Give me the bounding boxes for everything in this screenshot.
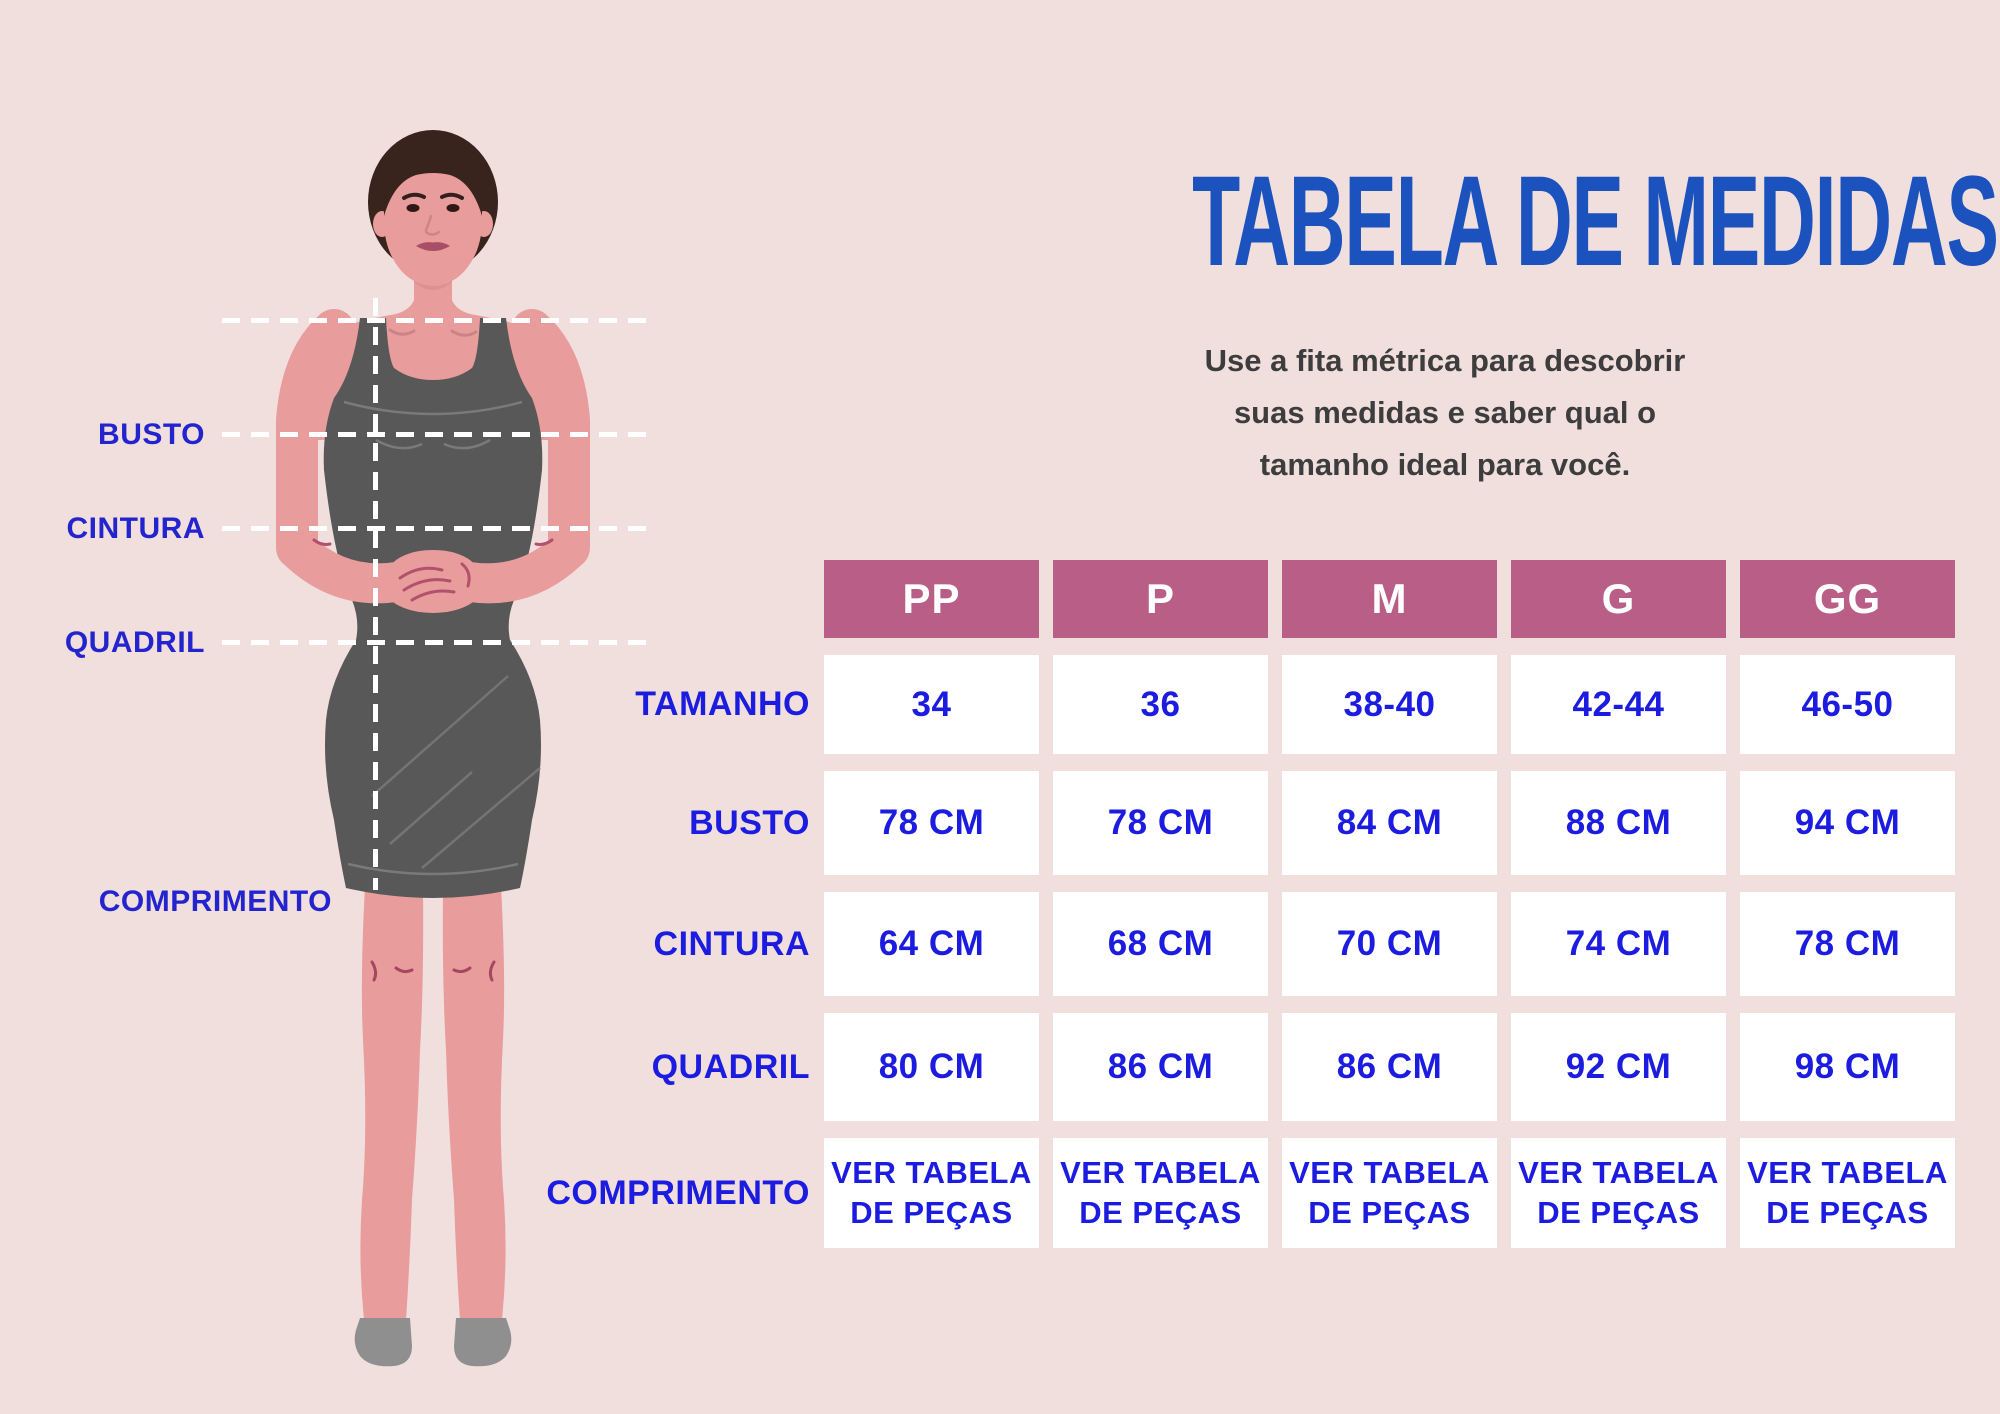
size-column-header-gg: GG xyxy=(1740,560,1955,638)
page-title: TABELA DE MEDIDAS xyxy=(1192,150,1999,293)
cell-comprimento-g: VER TABELA DE PEÇAS xyxy=(1511,1138,1726,1248)
woman-figure-svg xyxy=(276,130,590,1367)
subtitle-line: Use a fita métrica para descobrir xyxy=(1204,343,1686,378)
cell-quadril-pp: 80 CM xyxy=(824,1013,1039,1121)
cell-cintura-g: 74 CM xyxy=(1511,892,1726,996)
size-column-header-m: M xyxy=(1282,560,1497,638)
cintura-dashed-line xyxy=(222,526,650,531)
size-table: PP P M G GG TAMANHO 34 36 38-40 42-44 46… xyxy=(546,560,1955,1248)
size-column-header-g: G xyxy=(1511,560,1726,638)
cell-quadril-g: 92 CM xyxy=(1511,1013,1726,1121)
cell-quadril-m: 86 CM xyxy=(1282,1013,1497,1121)
cell-cintura-p: 68 CM xyxy=(1053,892,1268,996)
row-label-cintura: CINTURA xyxy=(653,924,810,963)
illustration-label-cintura: CINTURA xyxy=(66,512,205,545)
cell-busto-p: 78 CM xyxy=(1053,771,1268,875)
row-label-busto: BUSTO xyxy=(689,803,810,842)
cell-tamanho-p: 36 xyxy=(1053,655,1268,754)
cell-tamanho-pp: 34 xyxy=(824,655,1039,754)
cell-busto-g: 88 CM xyxy=(1511,771,1726,875)
woman-figure-illustration xyxy=(210,120,640,1370)
cell-cintura-gg: 78 CM xyxy=(1740,892,1955,996)
cell-quadril-p: 86 CM xyxy=(1053,1013,1268,1121)
illustration-label-busto: BUSTO xyxy=(98,418,205,451)
quadril-dashed-line xyxy=(222,640,650,645)
illustration-label-comprimento: COMPRIMENTO xyxy=(98,885,332,918)
cell-tamanho-m: 38-40 xyxy=(1282,655,1497,754)
cell-quadril-gg: 98 CM xyxy=(1740,1013,1955,1121)
cell-comprimento-gg: VER TABELA DE PEÇAS xyxy=(1740,1138,1955,1248)
size-column-header-p: P xyxy=(1053,560,1268,638)
busto-dashed-line xyxy=(222,432,650,437)
row-label-quadril: QUADRIL xyxy=(651,1047,810,1086)
size-column-header-pp: PP xyxy=(824,560,1039,638)
cell-busto-m: 84 CM xyxy=(1282,771,1497,875)
cell-tamanho-gg: 46-50 xyxy=(1740,655,1955,754)
cell-busto-pp: 78 CM xyxy=(824,771,1039,875)
cell-comprimento-p: VER TABELA DE PEÇAS xyxy=(1053,1138,1268,1248)
cell-cintura-pp: 64 CM xyxy=(824,892,1039,996)
page-subtitle: Use a fita métrica para descobrir suas m… xyxy=(1040,335,1850,491)
cell-comprimento-m: VER TABELA DE PEÇAS xyxy=(1282,1138,1497,1248)
comprimento-dashed-line xyxy=(373,298,378,890)
table-corner-spacer xyxy=(600,560,810,638)
illustration-label-quadril: QUADRIL xyxy=(64,626,205,659)
subtitle-line: tamanho ideal para você. xyxy=(1259,447,1631,482)
cell-cintura-m: 70 CM xyxy=(1282,892,1497,996)
row-label-comprimento: COMPRIMENTO xyxy=(546,1173,810,1212)
cell-comprimento-pp: VER TABELA DE PEÇAS xyxy=(824,1138,1039,1248)
shoulder-dashed-line xyxy=(222,318,650,323)
row-label-tamanho: TAMANHO xyxy=(635,685,810,723)
subtitle-line: suas medidas e saber qual o xyxy=(1233,395,1657,430)
cell-busto-gg: 94 CM xyxy=(1740,771,1955,875)
cell-tamanho-g: 42-44 xyxy=(1511,655,1726,754)
